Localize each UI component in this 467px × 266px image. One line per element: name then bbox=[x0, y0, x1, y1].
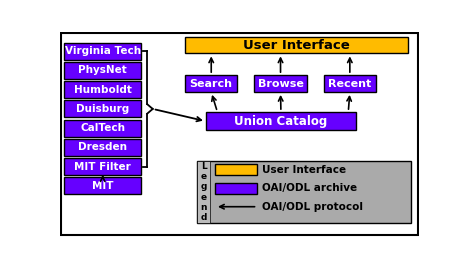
Text: PhysNet: PhysNet bbox=[78, 65, 127, 76]
Bar bbox=[197, 161, 211, 223]
Text: d: d bbox=[200, 213, 207, 222]
Text: MIT: MIT bbox=[92, 181, 113, 191]
Text: User Interface: User Interface bbox=[243, 39, 350, 52]
Bar bbox=[197, 161, 410, 223]
Text: Duisburg: Duisburg bbox=[76, 104, 129, 114]
Text: e: e bbox=[200, 172, 206, 181]
Text: Dresden: Dresden bbox=[78, 142, 127, 152]
Bar bbox=[324, 75, 376, 92]
Text: User Interface: User Interface bbox=[262, 165, 346, 175]
Bar bbox=[64, 177, 141, 194]
Text: Virginia Tech: Virginia Tech bbox=[64, 46, 141, 56]
Bar bbox=[64, 158, 141, 175]
Text: MIT Filter: MIT Filter bbox=[74, 162, 131, 172]
Text: Browse: Browse bbox=[258, 78, 304, 89]
Bar bbox=[64, 81, 141, 98]
Text: OAI/ODL protocol: OAI/ODL protocol bbox=[262, 202, 363, 212]
Bar bbox=[64, 120, 141, 137]
Bar bbox=[215, 164, 257, 175]
Text: Recent: Recent bbox=[328, 78, 371, 89]
Bar bbox=[64, 139, 141, 156]
Text: Union Catalog: Union Catalog bbox=[234, 115, 327, 128]
Text: g: g bbox=[200, 182, 207, 192]
Text: e: e bbox=[200, 193, 206, 202]
Bar bbox=[255, 75, 307, 92]
Bar bbox=[206, 112, 356, 131]
Bar bbox=[64, 62, 141, 79]
Bar bbox=[215, 183, 257, 194]
Text: OAI/ODL archive: OAI/ODL archive bbox=[262, 183, 357, 193]
Text: Humboldt: Humboldt bbox=[74, 85, 132, 95]
Text: L: L bbox=[201, 162, 206, 171]
Text: CalTech: CalTech bbox=[80, 123, 125, 133]
Bar bbox=[185, 75, 237, 92]
Bar bbox=[64, 43, 141, 60]
Bar bbox=[64, 101, 141, 117]
Bar bbox=[185, 36, 408, 53]
Text: Search: Search bbox=[190, 78, 233, 89]
Text: n: n bbox=[200, 203, 207, 212]
